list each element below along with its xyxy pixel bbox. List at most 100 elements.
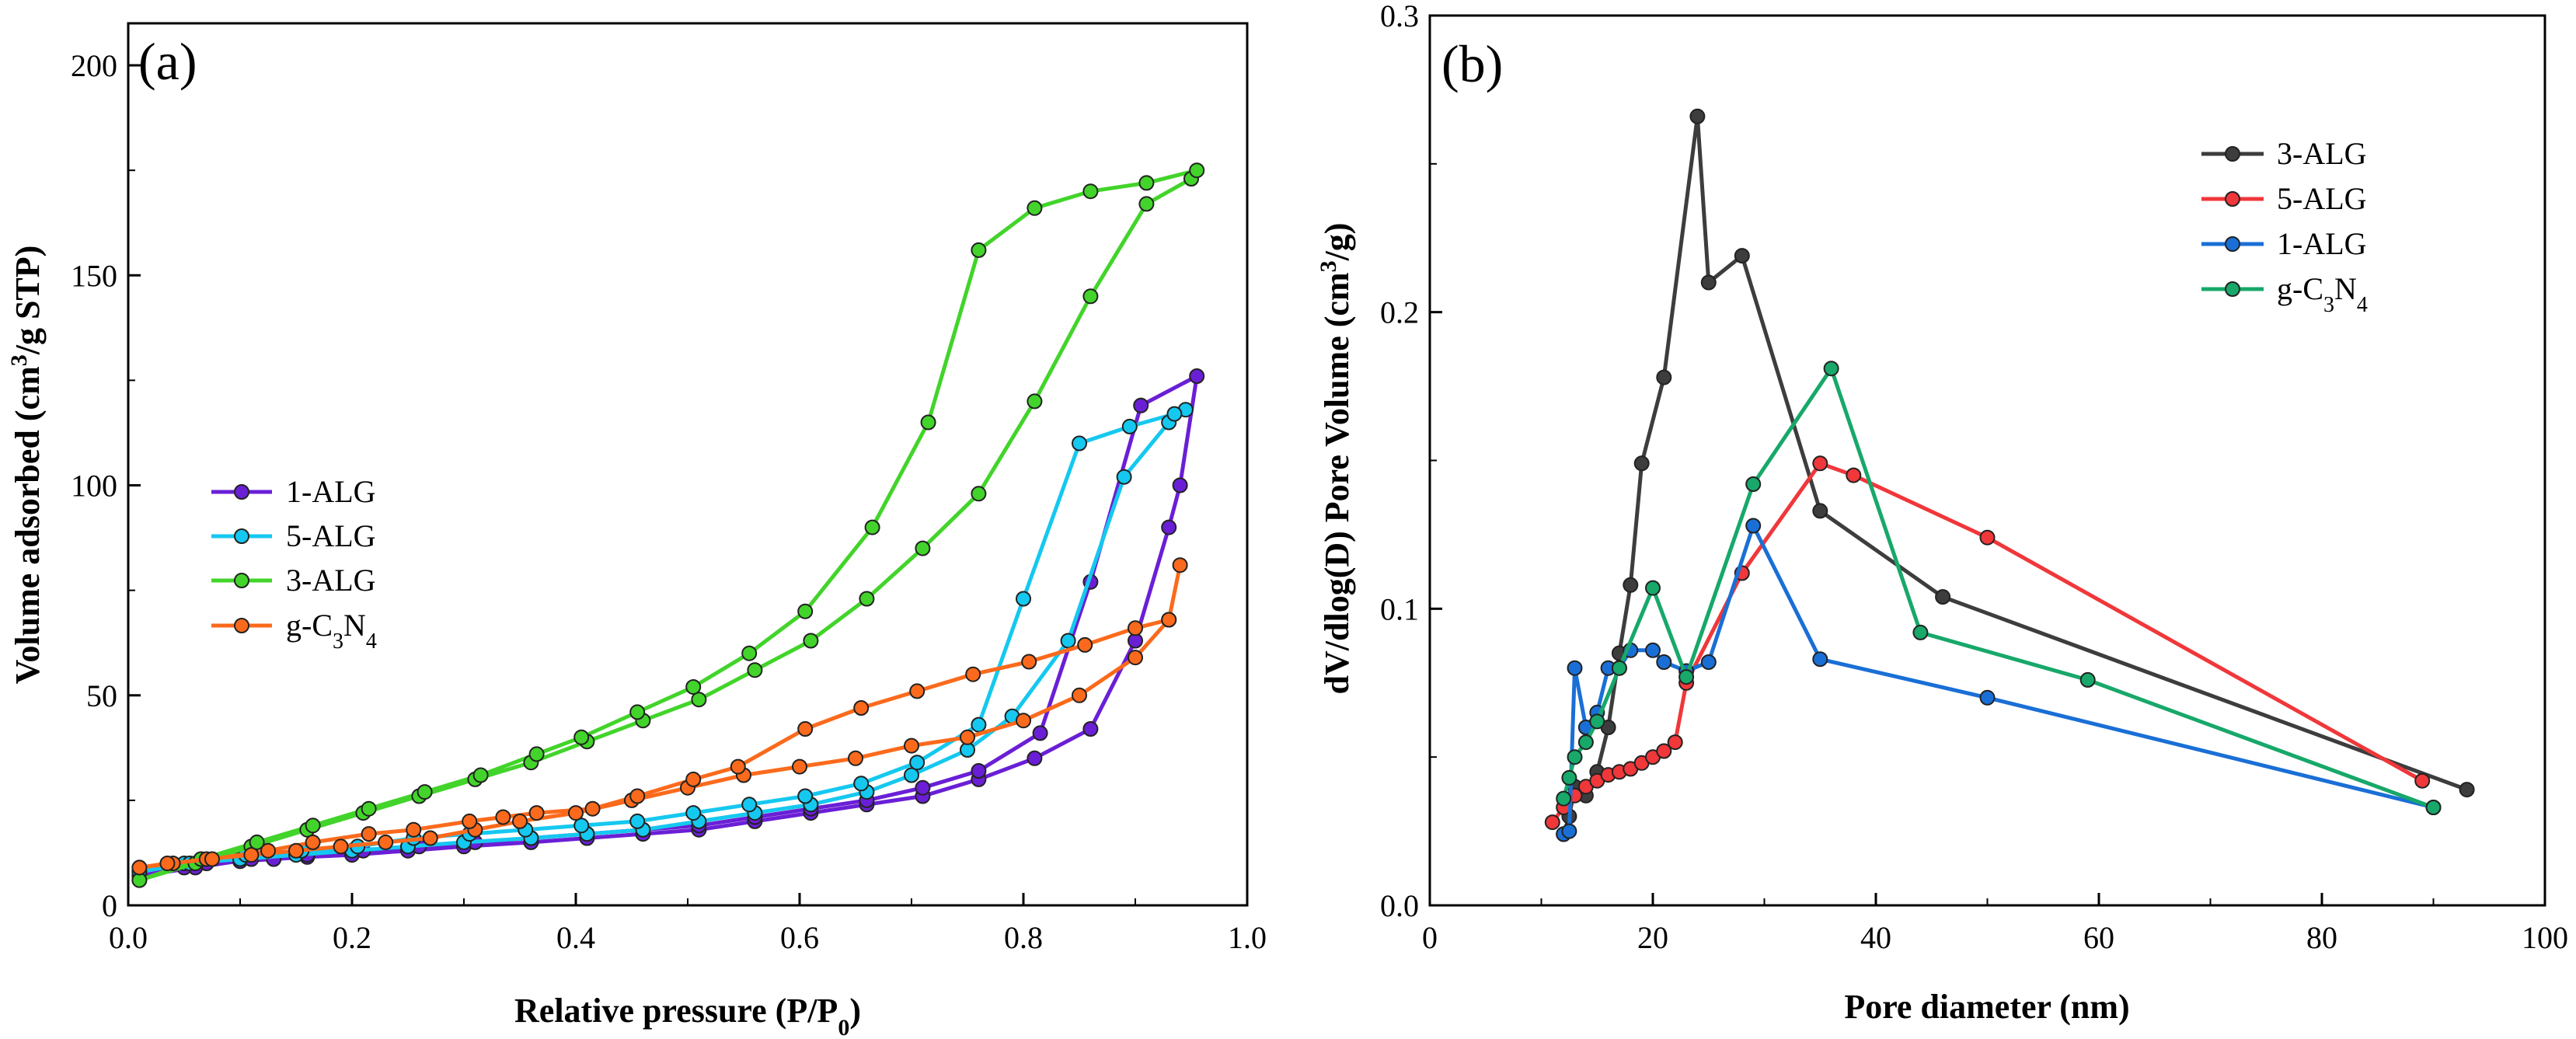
data-point <box>1812 651 1828 668</box>
data-point <box>406 821 422 838</box>
data-point <box>859 591 875 607</box>
data-point <box>1128 650 1143 666</box>
data-point <box>797 788 814 804</box>
panel-a-legend-item: g-C3N4 <box>211 608 377 654</box>
panel-a-series <box>131 162 1205 888</box>
data-point <box>1645 580 1661 596</box>
series-g-c3n4 <box>131 557 1188 876</box>
x-tick-label: 40 <box>1860 920 1891 955</box>
data-point <box>1082 721 1099 737</box>
panel-b-y-ticks: 0.0 0.1 0.2 0.3 <box>1380 0 1442 923</box>
x-tick-label: 60 <box>2083 920 2114 955</box>
panel-a-legend-item: 5-ALG <box>211 518 376 553</box>
data-point <box>1027 750 1043 766</box>
panel-a-legend: 1-ALG 5-ALG 3-ALG g-C3N4 <box>211 474 377 654</box>
x-tick-label: 20 <box>1637 920 1668 955</box>
data-point <box>792 758 807 775</box>
data-point <box>1556 790 1572 807</box>
data-point <box>1172 477 1188 493</box>
data-point <box>305 818 321 834</box>
data-point <box>584 800 601 817</box>
data-point <box>305 834 321 850</box>
panel-a-x-ticks: 0.0 0.2 0.4 0.6 0.8 1.0 <box>109 893 1267 955</box>
data-point <box>853 776 870 792</box>
data-point <box>1189 368 1205 384</box>
panel-b-x-axis-label: Pore diameter (nm) <box>1844 988 2129 1026</box>
panel-a-plot-frame <box>127 22 1249 907</box>
data-point <box>1072 687 1087 703</box>
data-point <box>528 805 545 821</box>
data-point <box>685 771 702 787</box>
panel-b-legend-label: g-C3N4 <box>2277 271 2368 317</box>
data-point <box>333 839 349 855</box>
y-tick-label: 0.3 <box>1380 0 1419 33</box>
data-point <box>1734 248 1750 264</box>
panel-a-label: (a) <box>138 32 197 91</box>
data-point <box>1611 660 1627 676</box>
data-point <box>1027 393 1043 410</box>
data-point <box>512 813 528 829</box>
data-point <box>1161 612 1177 628</box>
data-point <box>965 666 981 682</box>
data-point <box>1567 749 1583 765</box>
data-point <box>797 721 814 737</box>
data-point <box>1544 814 1560 831</box>
data-point <box>1645 642 1661 658</box>
data-point <box>361 800 377 817</box>
data-point <box>1138 175 1155 191</box>
panel-a-x-axis-label: Relative pressure (P/P0) <box>514 992 861 1039</box>
data-point <box>288 842 304 859</box>
data-point <box>568 805 584 821</box>
data-point <box>1935 589 1951 605</box>
data-point <box>1161 519 1177 535</box>
data-point <box>803 633 819 649</box>
data-point <box>909 683 925 699</box>
data-point <box>1589 713 1605 730</box>
data-point <box>1016 713 1031 729</box>
data-point <box>1656 654 1672 670</box>
panel-a-legend-label: g-C3N4 <box>286 608 377 654</box>
y-tick-label: 100 <box>71 469 117 504</box>
panel-a-legend-label: 5-ALG <box>286 518 376 553</box>
data-point <box>1700 654 1717 670</box>
data-point <box>971 716 987 733</box>
data-point <box>159 856 176 871</box>
data-point <box>1032 725 1048 741</box>
panel-b-legend-item: 3-ALG <box>2201 136 2367 171</box>
data-point <box>1812 503 1828 519</box>
data-point <box>909 755 925 771</box>
data-point <box>1700 274 1717 291</box>
data-point <box>904 767 919 783</box>
data-point <box>1745 476 1762 492</box>
data-point <box>378 834 394 850</box>
data-point <box>730 758 746 775</box>
panel-b-y-axis-label: dV/dlog(D) Pore Volume (cm3/g) <box>1316 223 1357 695</box>
data-point <box>1812 455 1828 472</box>
data-point <box>629 704 646 720</box>
series-line-5-alg <box>1550 461 2424 824</box>
data-point <box>1561 769 1577 786</box>
data-point <box>1823 361 1839 377</box>
data-point <box>1623 577 1639 593</box>
data-point <box>361 826 377 842</box>
data-point <box>915 540 931 556</box>
data-point <box>1656 743 1672 759</box>
data-point <box>1060 633 1076 649</box>
x-tick-label: 0 <box>1422 920 1438 955</box>
x-tick-label: 0.6 <box>780 920 819 955</box>
panel-b-x-ticks: 0 20 40 60 80 100 <box>1422 893 2568 955</box>
data-point <box>1021 654 1037 670</box>
data-point <box>1121 418 1138 434</box>
data-point <box>528 746 545 762</box>
panel-b-legend-item: 5-ALG <box>2201 181 2367 216</box>
data-point <box>629 788 646 804</box>
data-point <box>1979 529 1996 546</box>
x-tick-label: 80 <box>2306 920 2337 955</box>
data-point <box>2425 800 2442 815</box>
data-point <box>417 784 433 800</box>
data-point <box>462 813 478 829</box>
data-point <box>1561 823 1577 839</box>
data-point <box>573 818 590 834</box>
data-point <box>1656 369 1672 385</box>
data-point <box>472 767 489 783</box>
